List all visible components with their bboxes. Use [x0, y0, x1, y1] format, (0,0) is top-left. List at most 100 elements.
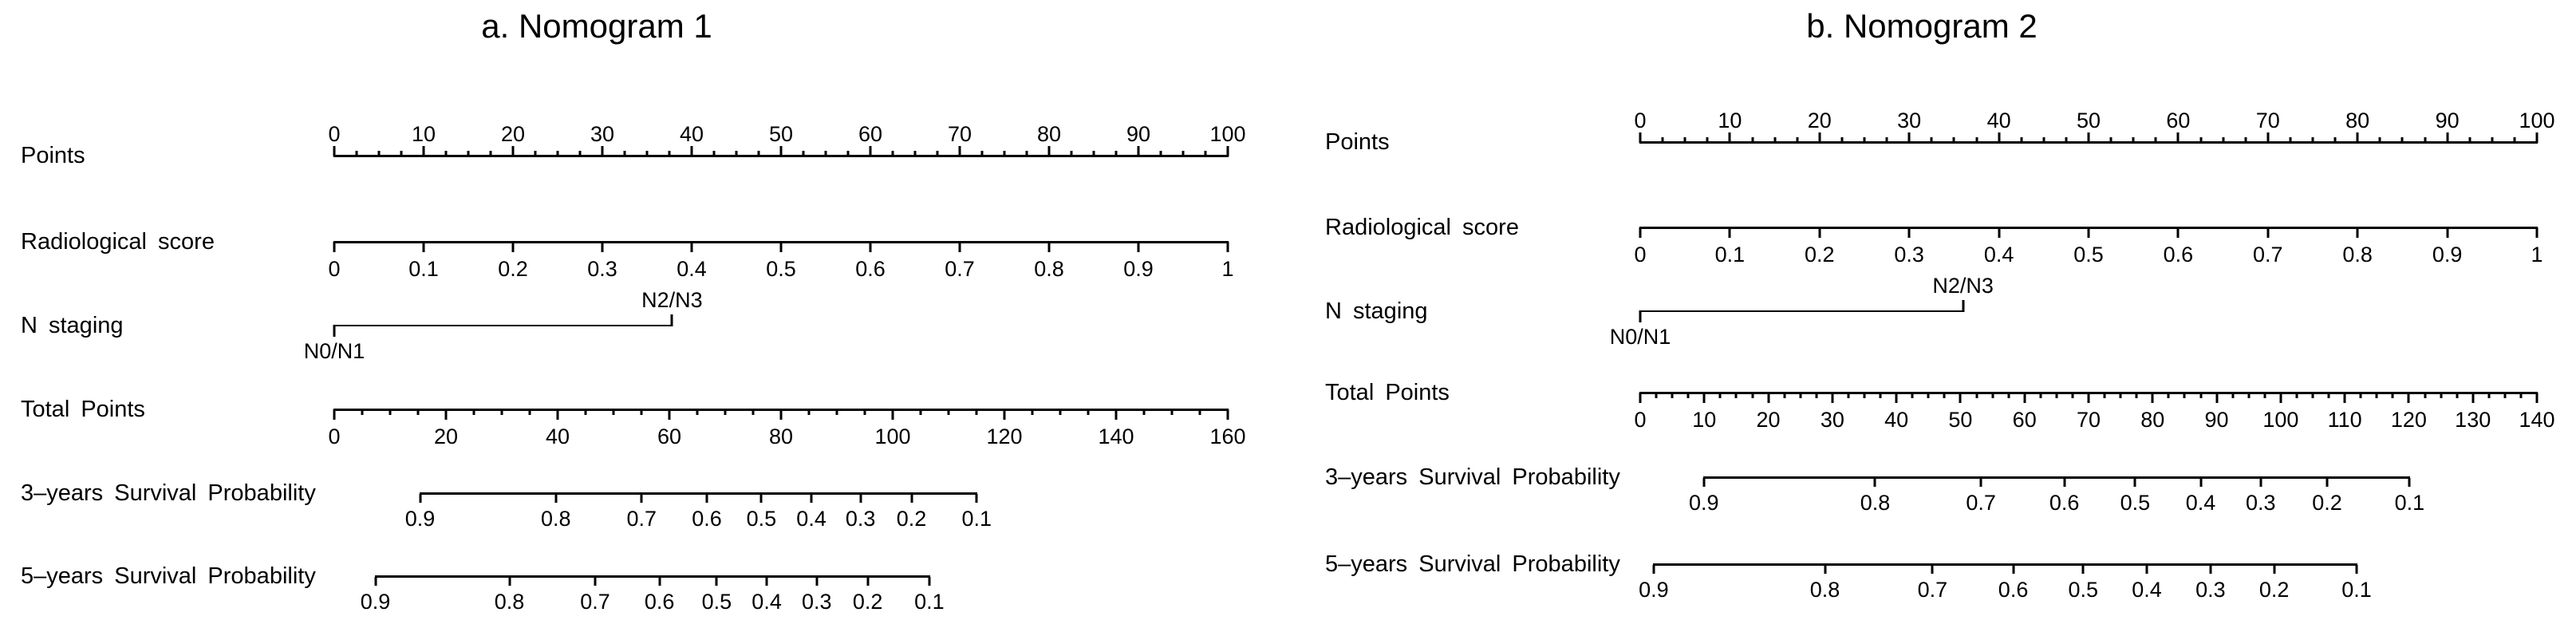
n-staging-low-label: N0/N1 — [1609, 325, 1671, 349]
total-points-major-tick — [2215, 393, 2219, 403]
total-points-major-tick — [2471, 393, 2475, 403]
survival-5yr-tick-label: 0.4 — [2132, 578, 2162, 602]
total-points-tick-label: 80 — [2140, 408, 2165, 432]
points-row-label: Points — [21, 143, 85, 168]
total-points-minor-tick — [2456, 393, 2459, 398]
panel-nomogram-1: a. Nomogram 1 Points 0 10 20 30 40 50 60 70 80 90 1… — [21, 9, 1246, 614]
survival-3yr-tick — [1702, 478, 1706, 487]
points-major-tick — [2087, 132, 2090, 143]
total-points-minor-tick — [1655, 393, 1658, 398]
survival-5yr-tick-label: 0.3 — [802, 590, 832, 614]
total-points-major-tick — [444, 409, 448, 420]
survival-3yr-tick-label: 0.9 — [404, 507, 436, 531]
points-minor-tick — [2222, 137, 2225, 143]
points-major-tick — [1907, 132, 1911, 143]
total-points-tick-label: 140 — [2519, 408, 2555, 432]
radiological-score-tick-label: 0 — [1634, 243, 1647, 267]
n-staging-high-tick — [1962, 300, 1965, 312]
total-points-tick-label: 60 — [2012, 408, 2037, 432]
total-points-minor-tick — [1783, 393, 1786, 398]
survival-5yr-tick — [658, 577, 661, 586]
total-points-minor-tick — [1799, 393, 1802, 398]
survival-3yr-tick — [640, 494, 643, 503]
survival-5yr-axis-line — [1652, 563, 2358, 566]
survival-5yr-tick-label: 0.6 — [644, 590, 675, 614]
total-points-tick-label: 10 — [1692, 408, 1717, 432]
total-points-minor-tick — [1142, 409, 1146, 415]
total-points-minor-tick — [1686, 393, 1690, 398]
points-major-tick — [958, 146, 961, 156]
survival-3yr-row-label: 3–years Survival Probability — [1325, 464, 1620, 490]
points-minor-tick — [2491, 137, 2494, 143]
total-points-minor-tick — [1198, 409, 1201, 415]
total-points-major-tick — [2151, 393, 2154, 403]
survival-5yr-tick — [2012, 565, 2015, 574]
total-points-minor-tick — [1751, 393, 1753, 398]
total-points-major-tick — [2343, 393, 2346, 403]
survival-3yr-tick-label: 0.3 — [2246, 491, 2276, 515]
survival-5yr-tick — [2145, 565, 2148, 574]
points-minor-tick — [2289, 137, 2292, 143]
radiological-score-tick-label: 0.2 — [498, 257, 528, 281]
total-points-major-tick — [1702, 393, 1706, 403]
total-points-major-tick — [1114, 409, 1118, 420]
survival-5yr-tick-label: 0.2 — [852, 590, 883, 614]
points-tick-label: 90 — [1126, 122, 1151, 146]
total-points-minor-tick — [640, 409, 643, 415]
survival-5yr-tick — [2209, 565, 2212, 574]
points-minor-tick — [936, 151, 939, 156]
points-minor-tick — [400, 151, 403, 156]
radiological-score-tick-label: 0.9 — [1123, 257, 1154, 281]
total-points-minor-tick — [584, 409, 587, 415]
survival-3yr-tick — [2063, 478, 2066, 487]
total-points-tick-label: 40 — [1884, 408, 1909, 432]
points-minor-tick — [2311, 137, 2314, 143]
points-minor-tick — [2042, 137, 2045, 143]
points-major-tick — [690, 146, 693, 156]
points-minor-tick — [891, 151, 894, 156]
radiological-score-major-tick — [2087, 227, 2090, 238]
radiological-score-tick-label: 0.4 — [677, 257, 707, 281]
survival-3yr-tick — [2408, 478, 2411, 487]
total-points-minor-tick — [2183, 393, 2186, 398]
total-points-major-tick — [1767, 393, 1770, 403]
total-points-tick-label: 20 — [433, 425, 459, 448]
points-tick-label: 30 — [1897, 109, 1922, 132]
survival-3yr-tick-label: 0.6 — [692, 507, 722, 531]
points-minor-tick — [1885, 137, 1888, 143]
radiological-score-major-tick — [1998, 227, 2001, 238]
points-minor-tick — [2400, 137, 2404, 143]
radiological-score-tick-label: 0.7 — [2253, 243, 2283, 267]
points-tick-label: 60 — [2166, 109, 2191, 132]
points-minor-tick — [2109, 137, 2112, 143]
points-tick-label: 60 — [858, 122, 883, 146]
points-major-tick — [2446, 132, 2449, 143]
n-staging-high-label: N2/N3 — [641, 288, 703, 312]
radiological-score-major-tick — [2356, 227, 2359, 238]
total-points-minor-tick — [416, 409, 420, 415]
survival-5yr-tick-label: 0.4 — [751, 590, 782, 614]
survival-5yr-tick — [765, 577, 768, 586]
total-points-major-tick — [2023, 393, 2026, 403]
survival-5yr-tick-label: 0.8 — [494, 590, 525, 614]
total-points-minor-tick — [919, 409, 922, 415]
survival-3yr-tick-label: 0.3 — [845, 507, 876, 531]
points-minor-tick — [1025, 151, 1028, 156]
total-points-major-tick — [333, 409, 336, 420]
total-points-minor-tick — [2327, 393, 2330, 398]
total-points-minor-tick — [2119, 393, 2122, 398]
survival-3yr-axis-line — [1702, 476, 2411, 479]
survival-5yr-tick — [2355, 565, 2358, 574]
survival-3yr-tick — [810, 494, 813, 503]
total-points-tick-label: 90 — [2204, 408, 2229, 432]
survival-5yr-tick — [1652, 565, 1655, 574]
radiological-score-tick-label: 0.1 — [1714, 243, 1746, 267]
radiological-score-major-tick — [2266, 227, 2270, 238]
survival-5yr-tick-label: 0.6 — [1998, 578, 2029, 602]
points-tick-label: 0 — [328, 122, 341, 146]
total-points-major-tick — [1226, 409, 1229, 420]
total-points-minor-tick — [807, 409, 811, 415]
points-minor-tick — [1114, 151, 1118, 156]
points-row-label: Points — [1325, 129, 1390, 155]
survival-5yr-tick — [1931, 565, 1934, 574]
